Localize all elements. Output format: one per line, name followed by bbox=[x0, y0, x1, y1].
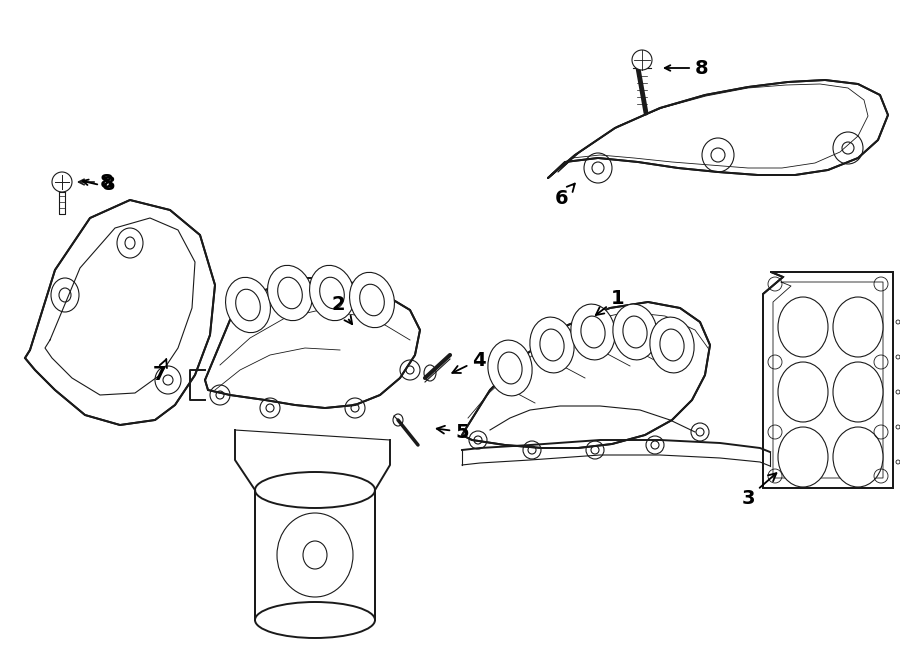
Ellipse shape bbox=[226, 278, 271, 332]
Polygon shape bbox=[205, 278, 420, 408]
Ellipse shape bbox=[833, 362, 883, 422]
Polygon shape bbox=[255, 490, 375, 620]
Text: 4: 4 bbox=[453, 350, 486, 373]
Ellipse shape bbox=[571, 304, 615, 360]
Ellipse shape bbox=[632, 50, 652, 70]
Ellipse shape bbox=[778, 427, 828, 487]
Text: 8: 8 bbox=[100, 173, 113, 192]
Polygon shape bbox=[548, 80, 888, 178]
Ellipse shape bbox=[650, 317, 694, 373]
Text: 8: 8 bbox=[695, 59, 708, 77]
Text: 3: 3 bbox=[742, 473, 777, 508]
Polygon shape bbox=[462, 302, 710, 448]
Text: 7: 7 bbox=[153, 360, 166, 385]
Ellipse shape bbox=[530, 317, 574, 373]
Ellipse shape bbox=[833, 297, 883, 357]
Ellipse shape bbox=[255, 602, 375, 638]
Ellipse shape bbox=[310, 265, 355, 321]
Text: 6: 6 bbox=[555, 184, 575, 208]
Ellipse shape bbox=[833, 427, 883, 487]
Ellipse shape bbox=[255, 472, 375, 508]
Polygon shape bbox=[25, 200, 215, 425]
Ellipse shape bbox=[778, 297, 828, 357]
Text: 5: 5 bbox=[436, 422, 469, 442]
Ellipse shape bbox=[349, 272, 394, 328]
Ellipse shape bbox=[267, 265, 312, 321]
Ellipse shape bbox=[778, 362, 828, 422]
Ellipse shape bbox=[52, 172, 72, 192]
Ellipse shape bbox=[613, 304, 657, 360]
Text: 2: 2 bbox=[331, 295, 352, 324]
Polygon shape bbox=[763, 272, 893, 488]
Ellipse shape bbox=[488, 340, 532, 396]
Text: 8: 8 bbox=[102, 176, 115, 194]
Text: 1: 1 bbox=[596, 288, 625, 315]
